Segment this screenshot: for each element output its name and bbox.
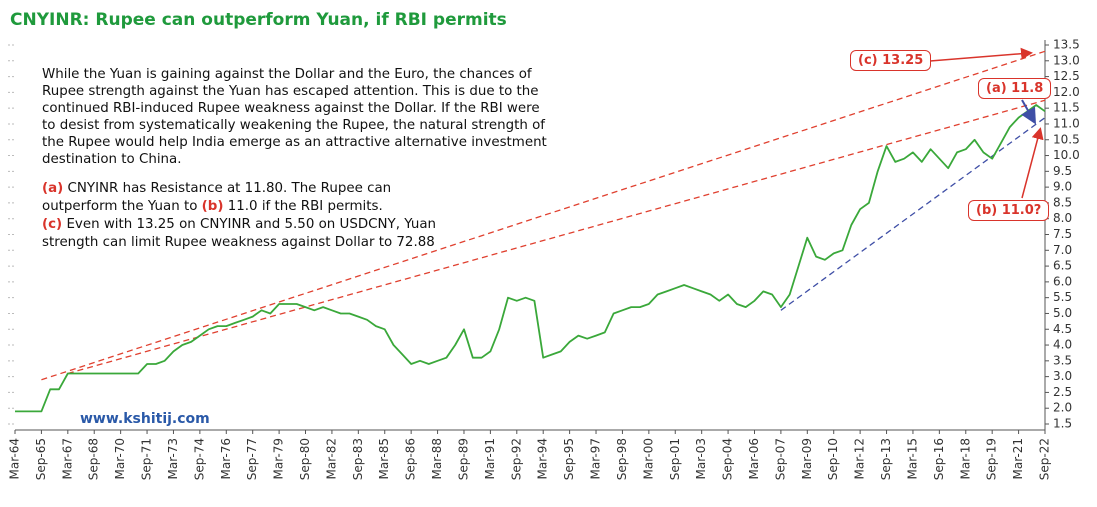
y-tick-label: 6.5 [1053,259,1072,273]
x-tick-label: Sep-16 [932,438,946,480]
y-tick-label: 4.0 [1053,338,1072,352]
x-tick-label: Sep-04 [721,438,735,480]
y-tick-label: 4.5 [1053,322,1072,336]
note: (a) CNYINR has Resistance at 11.80. The … [42,180,442,216]
y-tick-label: 2.0 [1053,401,1072,415]
x-tick-label: Sep-07 [773,438,787,480]
x-tick-label: Mar-79 [272,438,286,479]
x-tick-label: Mar-06 [747,438,761,479]
x-tick-label: Mar-73 [166,438,180,479]
x-tick-label: Mar-91 [483,438,497,479]
callout-arrow [1021,127,1044,199]
y-tick-label: 6.0 [1053,274,1072,288]
x-tick-label: Sep-89 [456,438,470,480]
x-tick-label: Sep-83 [351,438,365,480]
target-arrow [1021,99,1036,125]
trendline [41,50,1046,381]
x-tick-label: Mar-21 [1011,438,1025,479]
x-tick-label: Mar-12 [853,438,867,479]
y-tick-label: 10.5 [1053,132,1080,146]
note-tag: (a) [42,181,64,196]
y-tick-label: 13.0 [1053,53,1080,67]
x-tick-label: Mar-85 [377,438,391,479]
callout: (b) 11.0? [968,200,1050,221]
x-tick-label: Sep-77 [245,438,259,480]
data-line [15,104,1046,413]
callout: (c) 13.25 [850,50,932,71]
y-tick-label: 9.5 [1053,164,1072,178]
x-tick-label: Sep-65 [34,438,48,480]
x-tick-label: Mar-97 [589,438,603,479]
y-tick-label: 10.0 [1053,148,1080,162]
y-tick-label: 11.5 [1053,101,1080,115]
note-text: 11.0 if the RBI permits. [227,199,383,214]
trendline [67,99,1046,375]
website: www.kshitij.com [80,411,210,427]
y-tick-label: 3.5 [1053,353,1072,367]
y-tick-label: 1.5 [1053,417,1072,431]
callout-arrow [929,47,1033,62]
x-tick-label: Sep-13 [879,438,893,480]
x-tick-label: Mar-00 [641,438,655,479]
x-tick-label: Mar-03 [694,438,708,479]
x-tick-label: Mar-70 [113,438,127,479]
x-tick-label: Mar-94 [536,438,550,479]
note-text: Even with 13.25 on CNYINR and 5.50 on US… [42,217,437,250]
x-tick-label: Sep-92 [509,438,523,480]
y-tick-label: 7.5 [1053,227,1072,241]
x-tick-label: Mar-18 [958,438,972,479]
x-tick-label: Sep-80 [298,438,312,480]
x-tick-label: Mar-64 [8,438,22,479]
trendline [780,117,1046,311]
y-tick-label: 12.5 [1053,69,1080,83]
notes: (a) CNYINR has Resistance at 11.80. The … [42,180,442,252]
x-tick-label: Sep-68 [87,438,101,480]
x-tick-label: Mar-09 [800,438,814,479]
note-tag: (b) [201,199,224,214]
x-tick-label: Sep-86 [404,438,418,480]
y-tick-label: 8.5 [1053,195,1072,209]
y-tick-label: 9.0 [1053,180,1072,194]
x-tick-label: Sep-71 [140,438,154,480]
y-tick-label: 5.5 [1053,290,1072,304]
x-tick-label: Sep-10 [826,438,840,480]
x-tick-label: Sep-95 [562,438,576,480]
y-tick-label: 12.0 [1053,85,1080,99]
y-tick-label: 7.0 [1053,243,1072,257]
y-tick-label: 11.0 [1053,116,1080,130]
note-tag: (c) [42,217,63,232]
x-tick-label: Sep-98 [615,438,629,480]
note-text: CNYINR has Resistance at 11.80. The Rupe… [42,181,392,214]
x-tick-label: Mar-76 [219,438,233,479]
y-tick-label: 5.0 [1053,306,1072,320]
y-tick-label: 13.5 [1053,38,1080,52]
x-tick-label: Mar-88 [430,438,444,479]
x-tick-label: Mar-15 [905,438,919,479]
y-tick-label: 3.0 [1053,369,1072,383]
x-tick-label: Sep-22 [1038,438,1052,480]
x-tick-label: Mar-82 [324,438,338,479]
x-tick-label: Sep-01 [668,438,682,480]
chart-title: CNYINR: Rupee can outperform Yuan, if RB… [10,10,507,30]
y-tick-label: 2.5 [1053,385,1072,399]
note: (c) Even with 13.25 on CNYINR and 5.50 o… [42,216,442,252]
y-tick-label: 8.0 [1053,211,1072,225]
callout: (a) 11.8 [978,78,1052,99]
x-tick-label: Sep-19 [985,438,999,480]
x-tick-label: Mar-67 [60,438,74,479]
x-tick-label: Sep-74 [192,438,206,480]
description: While the Yuan is gaining against the Do… [42,67,547,167]
